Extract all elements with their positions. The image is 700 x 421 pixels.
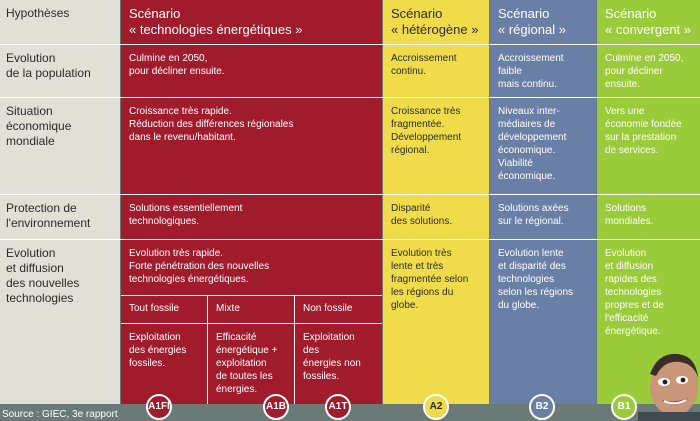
header-hypotheses: Hypothèses <box>6 6 70 20</box>
economy-blue: Niveaux inter- médiaires de développemen… <box>498 106 567 182</box>
row-label-environment: Protection de l'environnement <box>6 201 91 230</box>
sub-col-divider <box>294 295 295 404</box>
badge-a1t: A1T <box>325 394 351 420</box>
subscenario-mixed-text: Efficacité énergétique + exploitation de… <box>216 332 278 394</box>
environment-green: Solutions mondiales. <box>605 203 654 227</box>
badge-a1b: A1B <box>263 394 289 420</box>
bottom-strip <box>0 404 700 421</box>
red-column <box>121 0 382 404</box>
header-yellow: Scénario « hétérogène » <box>391 6 479 37</box>
badge-b2: B2 <box>529 394 555 420</box>
header-red: Scénario « technologies énergétiques » <box>129 6 303 37</box>
technology-blue: Evolution lente et disparité des technol… <box>498 248 574 311</box>
header-green: Scénario « convergent » <box>605 6 692 37</box>
row-divider <box>0 44 700 45</box>
row-label-technology: Evolution et diffusion des nouvelles tec… <box>6 246 80 305</box>
sub-col-divider <box>207 295 208 404</box>
row-divider <box>0 194 700 195</box>
yellow-column <box>383 0 489 404</box>
economy-green: Vers une économie fondée sur la prestati… <box>605 106 682 156</box>
technology-yellow: Evolution très lente et très fragmentée … <box>391 248 469 311</box>
row-divider <box>0 97 700 98</box>
environment-red: Solutions essentiellement technologiques… <box>129 203 243 227</box>
header-blue: Scénario « régional » <box>498 6 566 37</box>
sub-divider <box>121 323 382 324</box>
badge-a1fi: A1FI <box>146 394 172 420</box>
row-label-economy: Situation économique mondiale <box>6 104 72 148</box>
environment-yellow: Disparité des solutions. <box>391 203 453 227</box>
row-divider <box>0 239 700 240</box>
technology-green: Evolution et diffusion rapides des techn… <box>605 248 664 337</box>
population-red: Culmine en 2050, pour décliner ensuite. <box>129 53 225 77</box>
green-column <box>597 0 700 404</box>
person-photo <box>638 346 700 421</box>
subscenario-nonfossil-title: Non fossile <box>303 303 353 314</box>
economy-red: Croissance très rapide. Réduction des di… <box>129 106 294 143</box>
blue-column <box>490 0 596 404</box>
subscenario-fossil-text: Exploitation des énergies fossiles. <box>129 332 187 369</box>
population-blue: Accroissement faible mais continu. <box>498 53 564 90</box>
person-face-icon <box>638 353 700 421</box>
hypotheses-column <box>0 0 120 404</box>
economy-yellow: Croissance très fragmentée. Développemen… <box>391 106 462 156</box>
population-yellow: Accroissement continu. <box>391 53 457 77</box>
source-caption: Source : GIEC, 3e rapport <box>2 409 118 420</box>
subscenario-fossil-title: Tout fossile <box>129 303 180 314</box>
technology-red: Evolution très rapide. Forte pénétration… <box>129 248 270 285</box>
environment-blue: Solutions axées sur le régional. <box>498 203 569 227</box>
population-green: Culmine en 2050, pour décliner ensuite. <box>605 53 684 90</box>
badge-b1: B1 <box>611 394 637 420</box>
sub-divider <box>121 295 382 296</box>
subscenario-mixed-title: Mixte <box>216 303 240 314</box>
subscenario-nonfossil-text: Exploitation des énergies non fossiles. <box>303 332 361 382</box>
badge-a2: A2 <box>423 394 449 420</box>
row-label-population: Evolution de la population <box>6 51 91 80</box>
